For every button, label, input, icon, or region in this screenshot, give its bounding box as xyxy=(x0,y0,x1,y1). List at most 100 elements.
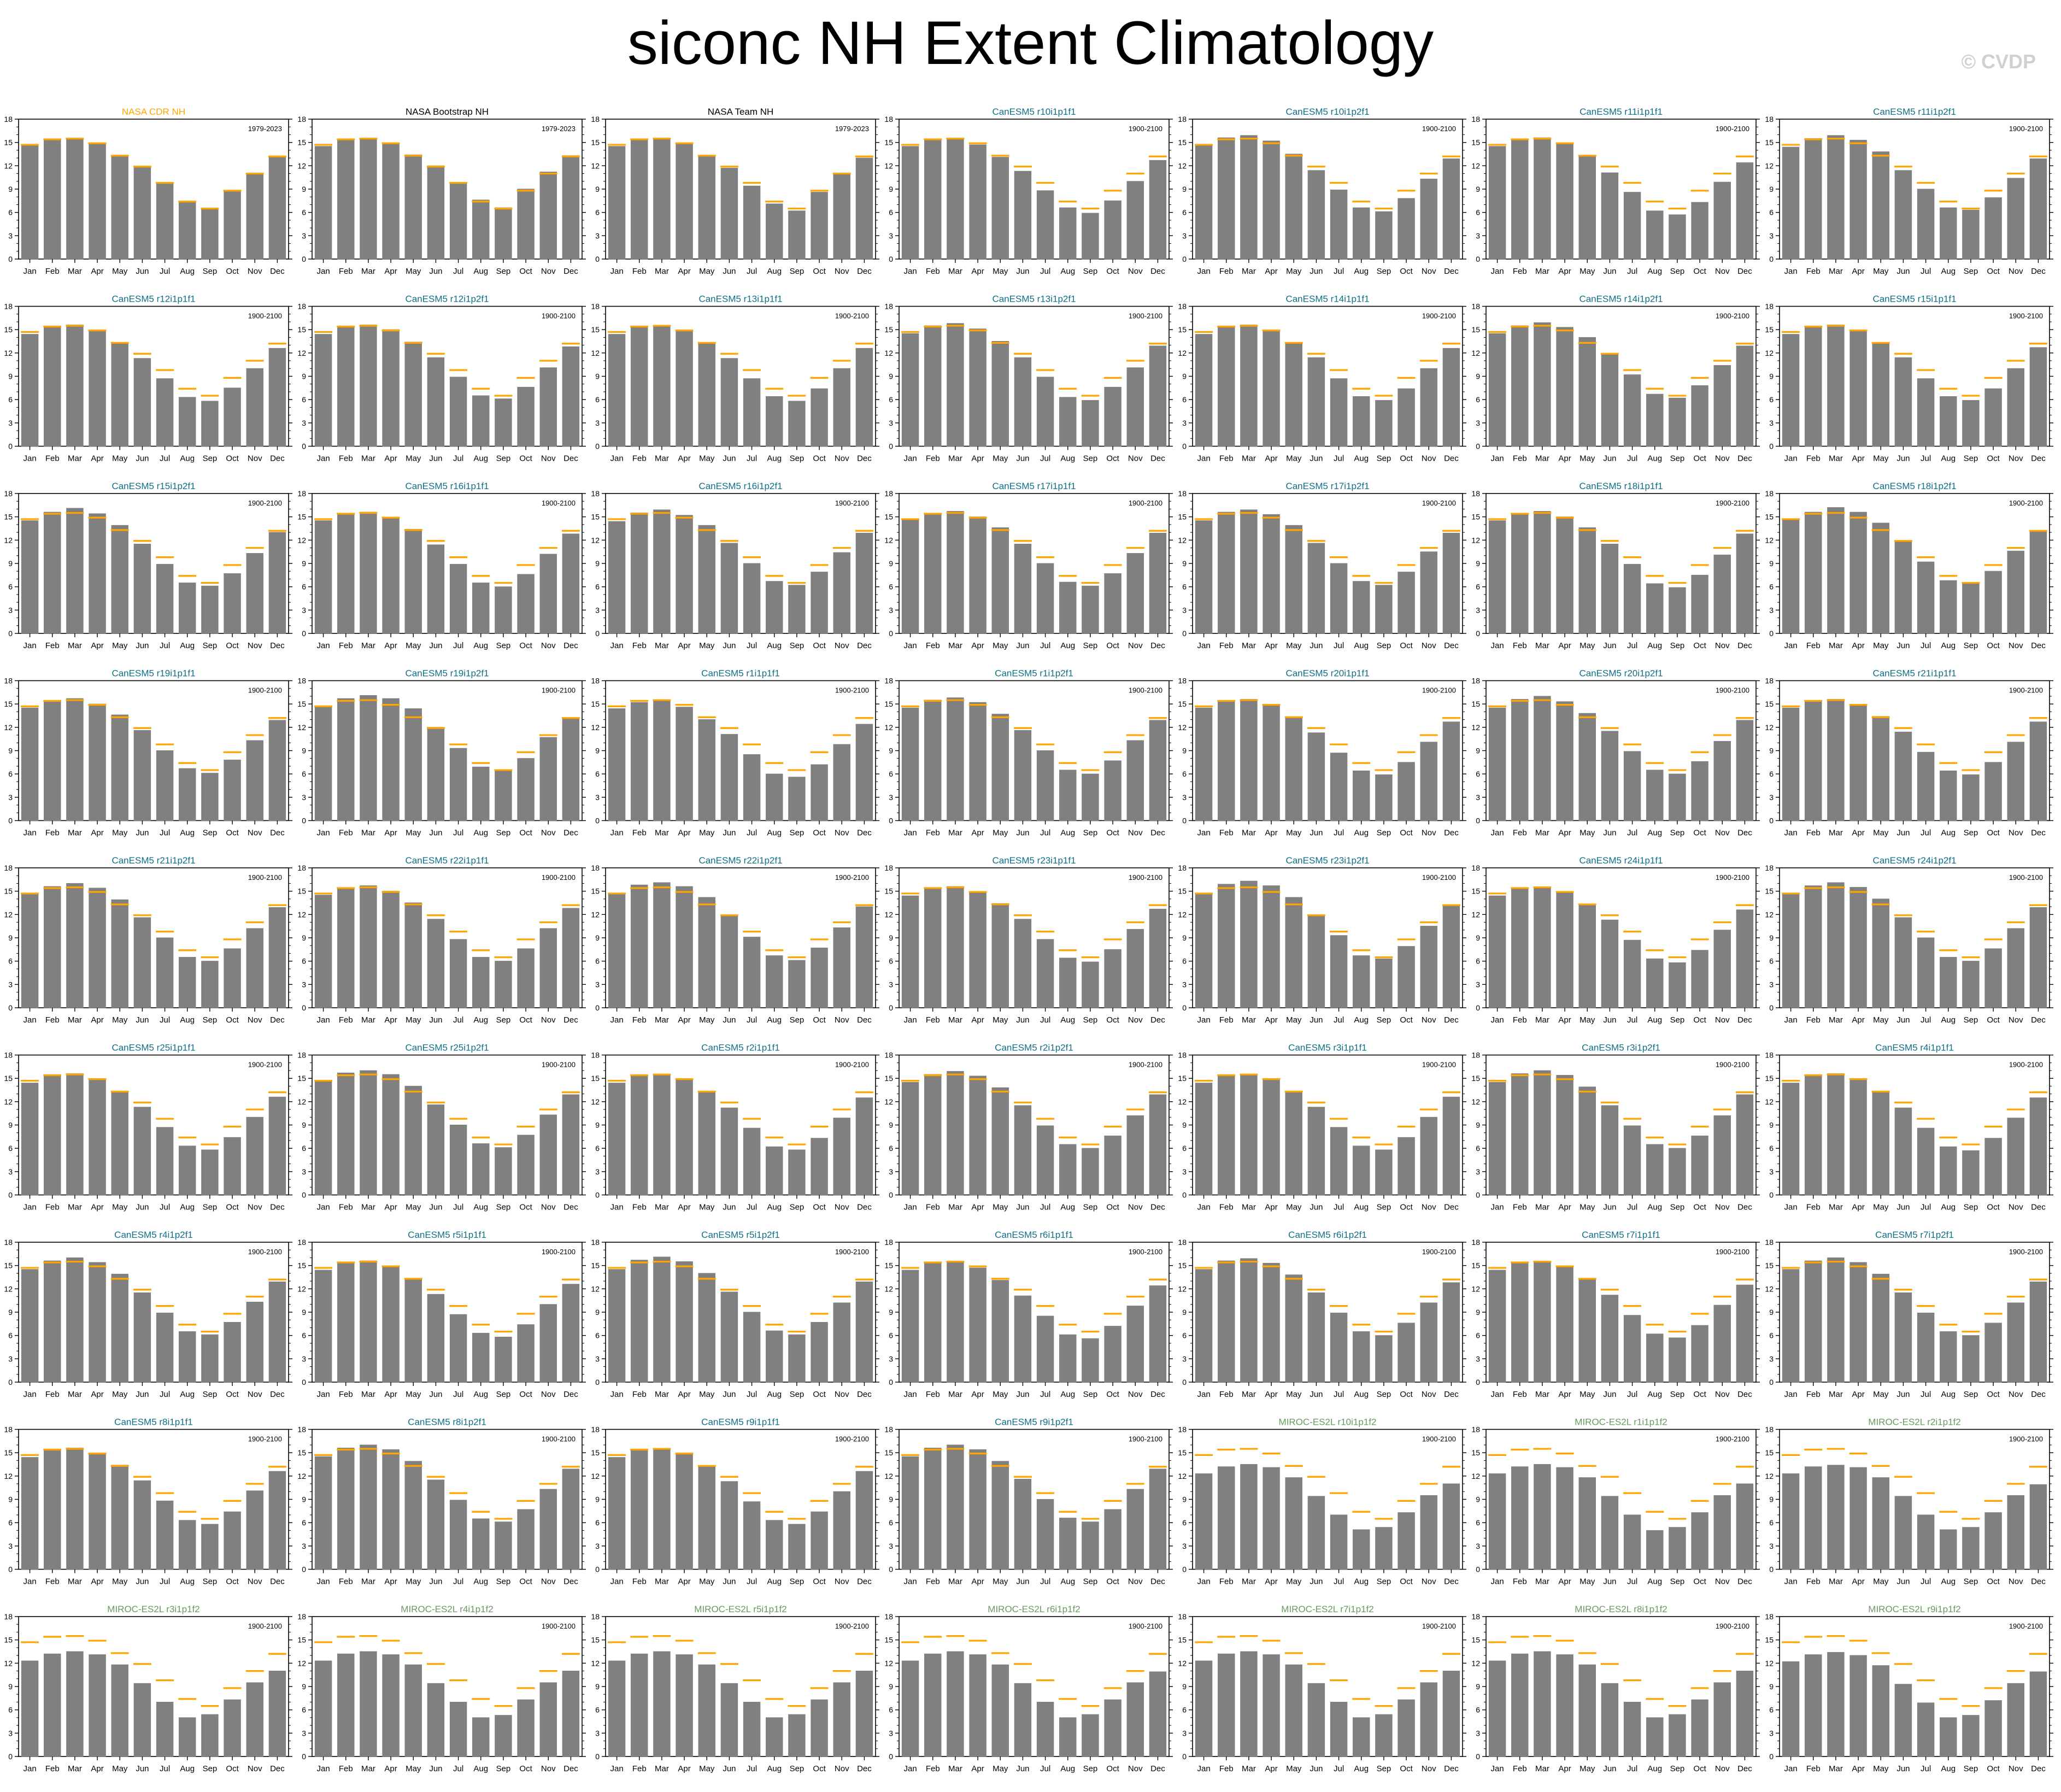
y-tick-label: 18 xyxy=(4,677,13,685)
x-tick-label: Jul xyxy=(1627,829,1637,838)
y-tick-label: 0 xyxy=(302,629,306,638)
y-tick-label: 9 xyxy=(8,1308,13,1317)
y-tick-label: 15 xyxy=(591,1074,600,1083)
x-tick-label: May xyxy=(1286,267,1302,276)
bar xyxy=(1036,377,1054,447)
y-tick-label: 9 xyxy=(1182,747,1187,755)
x-tick-label: Dec xyxy=(1737,1203,1752,1212)
x-tick-label: Dec xyxy=(1444,1203,1459,1212)
bar xyxy=(1014,730,1032,821)
x-tick-label: Sep xyxy=(1670,1390,1685,1399)
y-tick-label: 18 xyxy=(4,302,13,311)
bar xyxy=(1149,160,1167,260)
x-tick-label: Jan xyxy=(1197,1390,1210,1399)
bar xyxy=(788,777,806,821)
bar xyxy=(224,190,241,260)
y-tick-label: 15 xyxy=(884,700,893,708)
bar xyxy=(1669,214,1686,260)
panel-title: CanESM5 r10i1p1f1 xyxy=(992,107,1076,117)
y-tick-label: 0 xyxy=(1769,1003,1774,1012)
y-tick-label: 0 xyxy=(889,1191,893,1200)
x-tick-label: Nov xyxy=(541,1015,556,1025)
bar xyxy=(337,514,355,634)
bar xyxy=(1059,397,1077,447)
y-tick-label: 18 xyxy=(884,489,893,498)
bar xyxy=(924,888,942,1008)
panel-title: CanESM5 r12i1p1f1 xyxy=(111,294,195,304)
x-tick-label: Sep xyxy=(1083,1203,1098,1212)
x-tick-label: Jan xyxy=(23,1390,36,1399)
bar xyxy=(901,519,919,634)
bar xyxy=(133,166,151,260)
x-tick-label: Jan xyxy=(1784,1390,1797,1399)
bar xyxy=(224,1511,241,1570)
bar xyxy=(1149,345,1167,446)
x-tick-label: Mar xyxy=(361,454,375,463)
y-tick-label: 18 xyxy=(4,1425,13,1434)
y-tick-label: 9 xyxy=(8,933,13,942)
bar xyxy=(1691,1135,1708,1196)
bar xyxy=(608,708,626,821)
bar xyxy=(224,387,241,446)
x-tick-label: Mar xyxy=(1829,1390,1843,1399)
bar xyxy=(1827,1073,1845,1195)
x-tick-label: Aug xyxy=(180,1390,195,1399)
x-tick-label: Dec xyxy=(563,454,578,463)
bar xyxy=(1240,699,1258,821)
x-tick-label: Dec xyxy=(1150,267,1165,276)
x-tick-label: Sep xyxy=(1964,267,1978,276)
x-tick-label: Feb xyxy=(339,829,353,838)
x-tick-label: Aug xyxy=(1941,1015,1956,1025)
y-tick-label: 0 xyxy=(1769,255,1774,263)
bar xyxy=(449,939,467,1008)
x-tick-label: Apr xyxy=(1852,1015,1864,1025)
period-label: 1900-2100 xyxy=(1422,1248,1456,1256)
bar xyxy=(360,1260,377,1383)
bar xyxy=(246,1117,263,1196)
x-tick-label: Feb xyxy=(45,1577,60,1587)
period-label: 1900-2100 xyxy=(542,873,576,882)
bar xyxy=(224,1137,241,1196)
panel-title: NASA Bootstrap NH xyxy=(406,107,489,117)
bar xyxy=(743,1312,761,1383)
y-tick-label: 9 xyxy=(1476,1308,1480,1317)
bar xyxy=(472,583,490,634)
bar xyxy=(1601,919,1619,1008)
bar xyxy=(1669,1337,1686,1383)
x-tick-label: Nov xyxy=(248,1015,262,1025)
x-tick-label: May xyxy=(112,267,128,276)
x-tick-label: Nov xyxy=(835,454,849,463)
bar xyxy=(1713,1115,1731,1196)
x-tick-label: Dec xyxy=(1444,1015,1459,1025)
x-tick-label: Sep xyxy=(496,829,511,838)
panel-title: CanESM5 r20i1p2f1 xyxy=(1579,668,1663,679)
x-tick-label: Apr xyxy=(384,641,397,650)
y-tick-label: 9 xyxy=(8,372,13,381)
period-label: 1900-2100 xyxy=(542,1061,576,1069)
y-tick-label: 3 xyxy=(8,1167,13,1176)
bar xyxy=(1782,334,1800,447)
x-tick-label: Apr xyxy=(1558,267,1571,276)
bar xyxy=(246,553,263,634)
bar xyxy=(472,1332,490,1383)
x-tick-label: Mar xyxy=(68,641,82,650)
bar xyxy=(1375,400,1393,446)
bar xyxy=(1984,948,2002,1008)
period-label: 1900-2100 xyxy=(542,499,576,507)
period-label: 1900-2100 xyxy=(1129,499,1162,507)
x-tick-label: May xyxy=(112,641,128,650)
x-tick-label: Oct xyxy=(1693,829,1706,838)
x-tick-label: Oct xyxy=(1400,454,1413,463)
y-tick-label: 0 xyxy=(889,816,893,825)
y-tick-label: 3 xyxy=(8,793,13,802)
x-tick-label: Nov xyxy=(835,1390,849,1399)
y-tick-label: 18 xyxy=(884,1238,893,1247)
x-tick-label: Dec xyxy=(563,1203,578,1212)
x-tick-label: Mar xyxy=(655,829,669,838)
x-tick-label: Aug xyxy=(180,641,195,650)
bar xyxy=(539,1489,557,1570)
